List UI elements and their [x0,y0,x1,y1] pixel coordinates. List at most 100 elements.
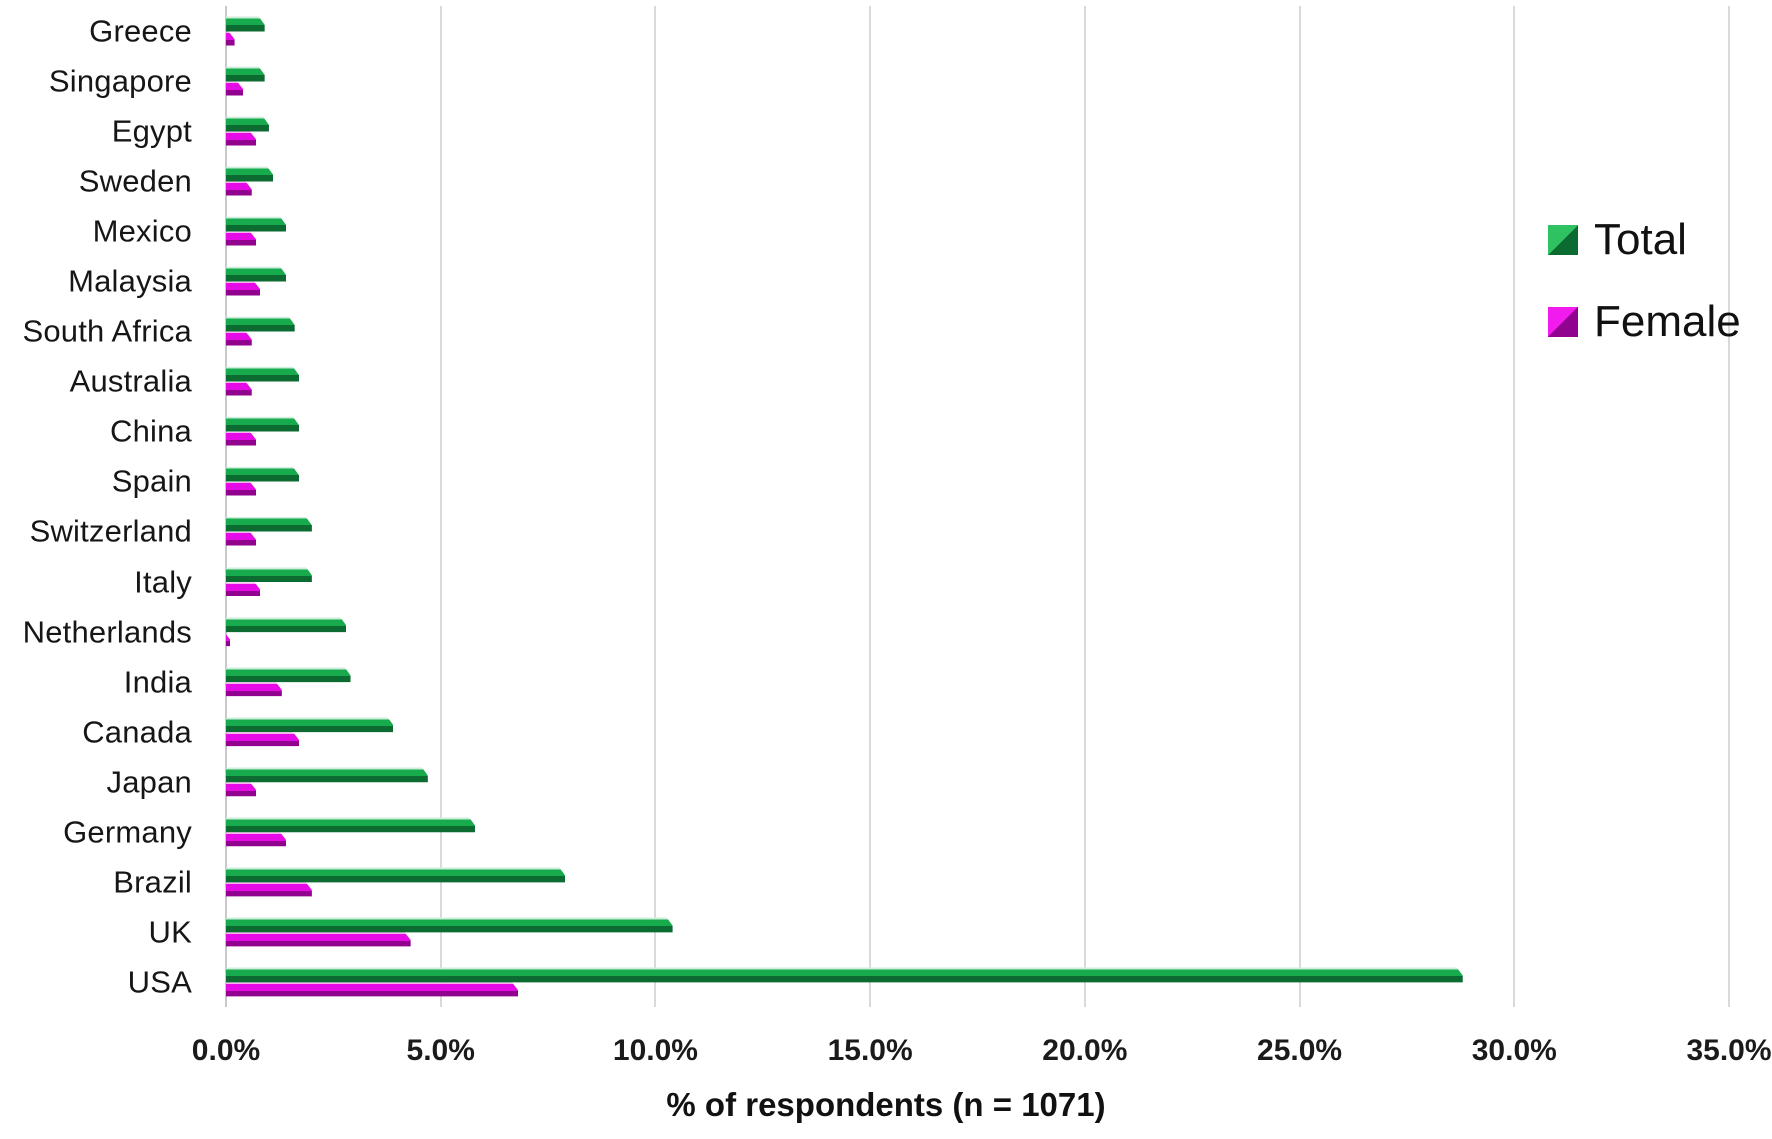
female-bar [226,332,252,346]
bar-pair [226,167,1729,196]
bar-pair [226,417,1729,446]
female-bar [226,632,230,646]
total-bar [226,567,312,582]
legend-label-female: Female [1594,297,1741,346]
total-bar [226,267,286,282]
female-bar [226,732,299,746]
bar-pair [226,317,1729,346]
female-bar [226,132,256,146]
bar-row: Brazil [113,857,1729,907]
total-bar [226,817,475,832]
legend-item-female: Female [1548,300,1741,344]
female-bar [226,982,518,996]
female-bar [226,282,260,296]
female-series-swatch-icon [1548,307,1578,337]
female-bar [226,782,256,796]
category-label: Netherlands [22,614,192,650]
bar-pair [226,967,1729,996]
bar-pair [226,617,1729,646]
bar-row: Australia [70,356,1729,406]
category-label: Switzerland [29,513,192,549]
x-tick-label: 30.0% [1471,1034,1557,1067]
gridline [654,6,657,1007]
gridline [439,6,442,1007]
bar-pair [226,567,1729,596]
total-bar [226,867,565,882]
gridline [1298,6,1301,1007]
bar-pair [226,267,1729,296]
y-axis-line [225,6,227,1007]
total-bar [226,467,299,482]
category-label: Greece [89,13,192,49]
category-label: Japan [106,764,192,800]
category-label: UK [148,914,192,950]
female-bar [226,182,252,196]
x-axis-title: % of respondents (n = 1071) [666,1086,1106,1123]
bar-row: Italy [134,557,1729,607]
category-label: Mexico [92,213,192,249]
total-bar [226,367,299,382]
total-bar [226,117,269,132]
bar-pair [226,17,1729,46]
gridline [1083,6,1086,1007]
total-bar [226,767,428,782]
bar-pair [226,367,1729,396]
category-label: Italy [134,564,192,600]
bar-rows-layer: Greece Singapore Egypt Sweden Mexico Malaysia… [22,6,1729,1007]
x-tick-label: 0.0% [191,1034,261,1067]
bar-row: UK [149,907,1729,957]
legend-item-total: Total [1548,218,1741,262]
total-bar [226,167,273,182]
bar-pair [226,67,1729,96]
bar-pair [226,467,1729,496]
total-bar [226,917,673,932]
total-bar [226,417,299,432]
x-axis-tick-labels: 0.0% 5.0% 10.0% 15.0% 20.0% 25.0% 30.0% 35.0% [192,1034,1772,1074]
total-bar [226,717,393,732]
x-tick-label: 20.0% [1042,1034,1128,1067]
total-bar [226,667,351,682]
gridline [1728,6,1730,1007]
category-label: Brazil [113,864,192,900]
category-label: Germany [63,814,192,850]
bar-row: Sweden [79,156,1729,206]
category-label: Malaysia [68,263,192,299]
x-tick-label: 5.0% [406,1034,475,1067]
female-bar [226,382,252,396]
gridline [1513,6,1516,1007]
female-bar [226,932,411,946]
bar-row: Egypt [112,106,1729,156]
legend: Total Female [1548,218,1741,344]
bar-pair [226,667,1729,696]
gridline [869,6,872,1007]
female-bar [226,32,235,46]
female-bar [226,882,312,896]
total-bar [226,517,312,532]
category-label: Spain [111,463,192,499]
female-bar [226,482,256,496]
bar-pair [226,817,1729,846]
bar-row: Germany [63,807,1729,857]
category-label: Sweden [78,163,192,199]
total-series-swatch-icon [1548,225,1578,255]
bar-row: Switzerland [30,506,1729,556]
bar-row: Malaysia [68,256,1729,306]
total-bar [226,217,286,232]
bar-pair [226,867,1729,896]
bar-row: Singapore [49,56,1729,106]
bar-pair [226,717,1729,746]
female-bar [226,682,282,696]
female-bar [226,82,243,96]
female-bar [226,832,286,846]
category-label: Australia [69,363,192,399]
total-bar [226,17,265,32]
category-label: China [110,413,192,449]
bar-row: China [110,406,1729,456]
bar-row: USA [128,957,1729,1007]
bar-pair [226,117,1729,146]
category-label: USA [127,964,192,1000]
bar-pair [226,767,1729,796]
female-bar [226,582,260,596]
bar-row: Greece [89,6,1729,56]
